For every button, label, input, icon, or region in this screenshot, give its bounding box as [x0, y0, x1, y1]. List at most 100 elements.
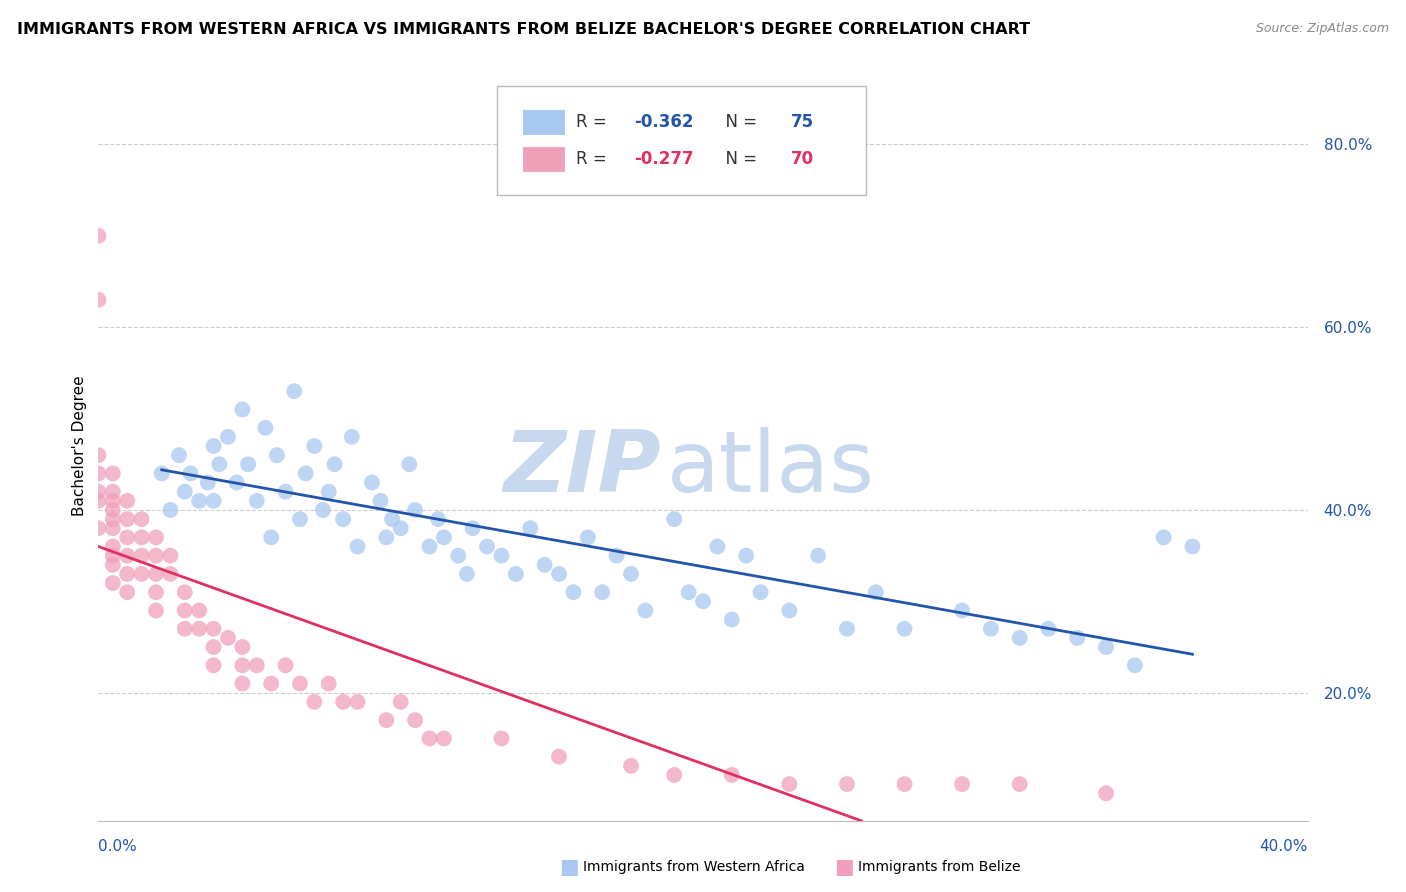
Point: [950, 777, 973, 791]
Point: [361, 475, 384, 490]
Point: [749, 585, 772, 599]
Point: [548, 749, 571, 764]
Point: [312, 503, 335, 517]
Text: R =: R =: [576, 112, 612, 130]
Point: [375, 530, 398, 544]
Point: [145, 530, 167, 544]
Point: [664, 768, 686, 782]
Point: [548, 566, 571, 581]
Point: [678, 585, 700, 599]
Point: [101, 576, 124, 591]
Point: [131, 566, 153, 581]
Point: [778, 777, 800, 791]
Point: [634, 603, 657, 617]
Point: [231, 640, 253, 654]
Point: [159, 549, 181, 563]
Point: [288, 512, 311, 526]
Point: [893, 777, 915, 791]
Point: [664, 512, 686, 526]
Point: [260, 676, 283, 690]
Text: Immigrants from Belize: Immigrants from Belize: [858, 860, 1021, 874]
Point: [404, 713, 426, 727]
Point: [433, 530, 456, 544]
Point: [475, 540, 498, 554]
Text: ■: ■: [560, 857, 579, 877]
Point: [950, 603, 973, 617]
Point: [131, 530, 153, 544]
Point: [304, 695, 326, 709]
Point: [188, 603, 211, 617]
Point: [533, 558, 555, 572]
Point: [304, 439, 326, 453]
Point: [115, 549, 138, 563]
Point: [197, 475, 219, 490]
Point: [202, 439, 225, 453]
Point: [87, 521, 110, 535]
Point: [274, 484, 297, 499]
Point: [735, 549, 758, 563]
Point: [159, 503, 181, 517]
Point: [1008, 631, 1031, 645]
Point: [101, 521, 124, 535]
Text: atlas: atlas: [666, 427, 875, 510]
Point: [720, 768, 742, 782]
Point: [1123, 658, 1146, 673]
Point: [167, 448, 190, 462]
Text: -0.277: -0.277: [634, 150, 693, 168]
Point: [346, 695, 368, 709]
Point: [370, 493, 392, 508]
Point: [87, 293, 110, 307]
Point: [231, 658, 253, 673]
Point: [389, 521, 412, 535]
Text: N =: N =: [716, 150, 762, 168]
Point: [217, 631, 239, 645]
Point: [115, 512, 138, 526]
Point: [101, 558, 124, 572]
Text: ZIP: ZIP: [503, 427, 661, 510]
Point: [115, 493, 138, 508]
Point: [1008, 777, 1031, 791]
Point: [692, 594, 714, 608]
Text: ■: ■: [834, 857, 853, 877]
Point: [87, 493, 110, 508]
Point: [606, 549, 628, 563]
Point: [231, 676, 253, 690]
Point: [246, 493, 269, 508]
Point: [145, 549, 167, 563]
Point: [274, 658, 297, 673]
Point: [266, 448, 288, 462]
Y-axis label: Bachelor's Degree: Bachelor's Degree: [72, 376, 87, 516]
Point: [807, 549, 830, 563]
Point: [115, 566, 138, 581]
Point: [332, 695, 354, 709]
Point: [173, 585, 195, 599]
Point: [145, 603, 167, 617]
Point: [173, 622, 195, 636]
Text: 75: 75: [792, 112, 814, 130]
Point: [131, 549, 153, 563]
Point: [620, 759, 643, 773]
Point: [346, 540, 368, 554]
Point: [427, 512, 450, 526]
Point: [318, 484, 340, 499]
Point: [1095, 640, 1118, 654]
Point: [620, 566, 643, 581]
Point: [1038, 622, 1060, 636]
Point: [418, 731, 440, 746]
Point: [87, 228, 110, 243]
Point: [131, 512, 153, 526]
Point: [980, 622, 1002, 636]
Point: [254, 421, 277, 435]
Point: [202, 658, 225, 673]
Point: [778, 603, 800, 617]
Point: [332, 512, 354, 526]
Point: [461, 521, 484, 535]
Point: [101, 493, 124, 508]
FancyBboxPatch shape: [523, 147, 564, 171]
Point: [101, 503, 124, 517]
Text: R =: R =: [576, 150, 612, 168]
Point: [101, 540, 124, 554]
Point: [101, 512, 124, 526]
Point: [188, 493, 211, 508]
Text: Immigrants from Western Africa: Immigrants from Western Africa: [583, 860, 806, 874]
